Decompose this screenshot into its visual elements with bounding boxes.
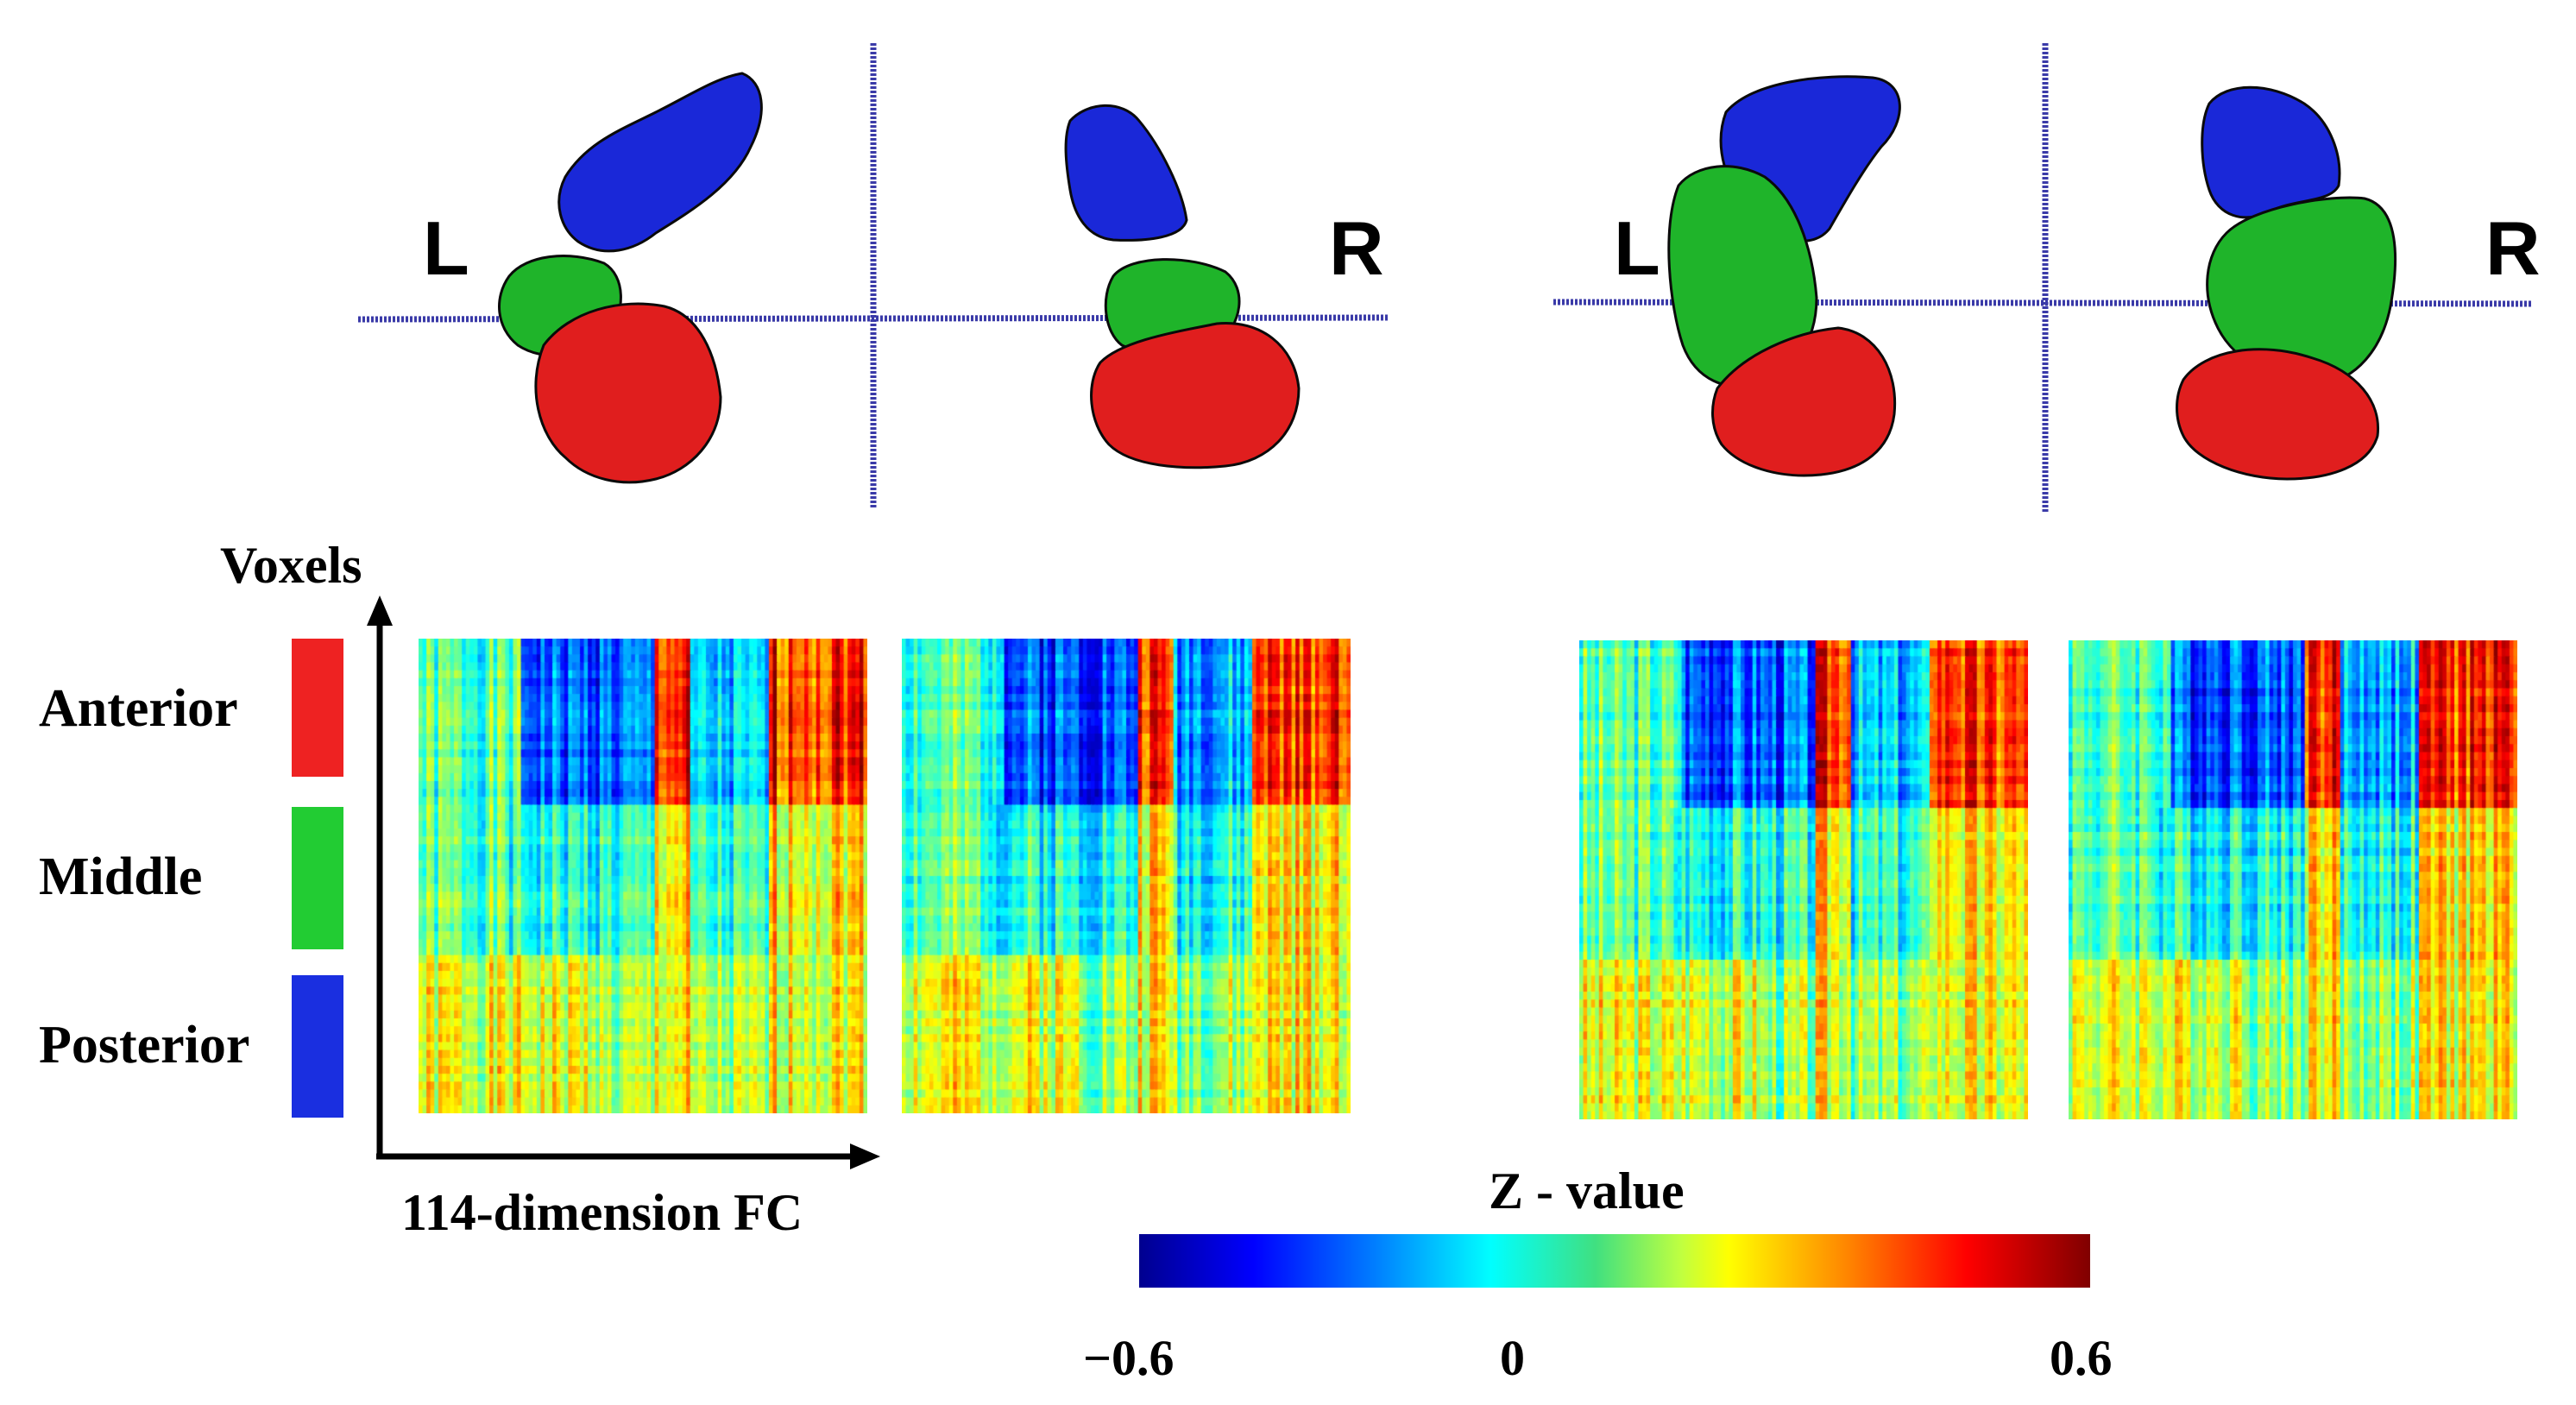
region-bar-middle <box>292 807 343 949</box>
region-label-anterior: Anterior <box>39 679 238 738</box>
brain-view-2-left-label: L <box>1614 205 1660 291</box>
region-bar-anterior <box>292 639 343 777</box>
brain-renderings: L R L R <box>357 43 2541 513</box>
colorbar-min-label: −0.6 <box>1083 1330 1175 1386</box>
brain-view-2-right-middle-blob <box>2206 196 2397 386</box>
fc-heatmap-4 <box>2069 640 2517 1119</box>
x-axis-label: 114-dimension FC <box>401 1184 803 1241</box>
region-bar-posterior <box>292 975 343 1118</box>
colorbar-max-label: 0.6 <box>2050 1330 2113 1386</box>
colorbar-title: Z - value <box>1489 1162 1685 1219</box>
brain-view-2-right-posterior-blob <box>2201 85 2341 219</box>
brain-view-2-right-anterior-blob <box>2176 348 2380 481</box>
brain-view-1-right-anterior-blob <box>1090 321 1301 469</box>
brain-view-1-left-anterior-blob <box>534 302 722 484</box>
fc-heatmap-1 <box>419 639 867 1113</box>
fc-heatmap-2 <box>902 639 1351 1113</box>
brain-view-1-right-label: R <box>1329 205 1384 291</box>
brain-view-1-left-label: L <box>423 205 469 291</box>
y-axis-label: Voxels <box>220 537 362 594</box>
region-label-middle: Middle <box>39 847 203 906</box>
colorbar <box>1139 1234 2090 1288</box>
axes-arrows <box>367 595 880 1169</box>
region-label-posterior: Posterior <box>39 1016 250 1074</box>
brain-view-2-left-anterior-blob <box>1711 326 1897 477</box>
brain-view-1-left-posterior-blob <box>557 72 763 253</box>
brain-view-1-right-posterior-blob <box>1064 104 1188 242</box>
fc-heatmap-3 <box>1579 640 2028 1119</box>
brain-view-2-right-label: R <box>2485 205 2541 291</box>
colorbar-mid-label: 0 <box>1500 1330 1525 1386</box>
